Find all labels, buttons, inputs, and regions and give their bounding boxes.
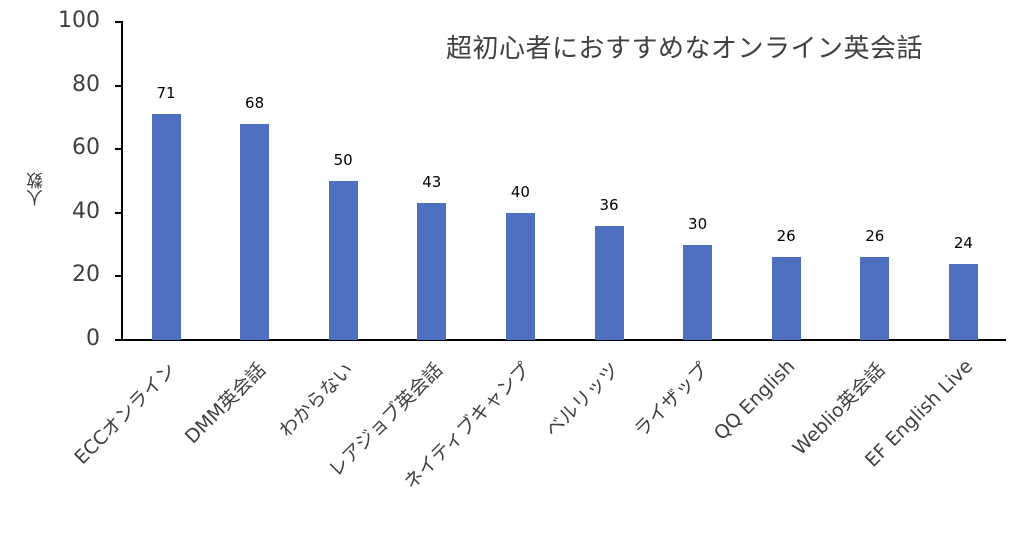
- y-tick-label: 60: [72, 135, 100, 161]
- x-category-label: ECCオンライン: [70, 358, 181, 469]
- bar-value-label: 26: [865, 227, 885, 246]
- bar-value-label: 71: [156, 84, 176, 103]
- bar-value-label: 43: [422, 173, 442, 192]
- y-tick-label: 20: [72, 262, 100, 288]
- bar-value-label: 24: [953, 233, 973, 252]
- bar: [771, 257, 801, 340]
- bar: [594, 225, 624, 340]
- bar-value-label: 30: [688, 214, 708, 233]
- y-tick-label: 80: [72, 71, 100, 97]
- y-tick-mark: [115, 339, 122, 341]
- bar: [151, 114, 181, 340]
- bar-value-label: 40: [510, 182, 530, 201]
- bar-value-label: 50: [333, 151, 353, 169]
- x-axis-line: [115, 339, 1006, 341]
- bar: [240, 123, 270, 340]
- y-tick-label: 100: [58, 8, 100, 33]
- x-category-label: わからない: [275, 358, 359, 442]
- x-category-label: DMM英会話: [180, 358, 270, 449]
- x-category-label: ベルリッツ: [541, 358, 624, 442]
- bar: [328, 181, 358, 340]
- bar: [417, 203, 447, 340]
- bar: [505, 212, 535, 340]
- y-tick-mark: [115, 148, 122, 151]
- y-axis-line: [121, 21, 123, 341]
- bar-value-label: 26: [776, 227, 796, 246]
- chart-title: 超初心者におすすめなオンライン英会話: [446, 34, 924, 64]
- y-tick-label: 40: [72, 198, 100, 224]
- bar: [683, 244, 713, 340]
- bar: [948, 263, 978, 340]
- y-tick-mark: [115, 21, 122, 23]
- y-tick-label: 0: [86, 326, 100, 351]
- y-tick-mark: [115, 211, 122, 214]
- bar-value-label: 36: [599, 195, 619, 214]
- x-category-label: QQ English: [710, 355, 800, 445]
- bar: [860, 257, 890, 340]
- bar-value-label: 68: [245, 93, 265, 112]
- y-tick-mark: [115, 275, 122, 278]
- x-category-label: ライザップ: [629, 358, 713, 442]
- y-tick-mark: [115, 84, 122, 87]
